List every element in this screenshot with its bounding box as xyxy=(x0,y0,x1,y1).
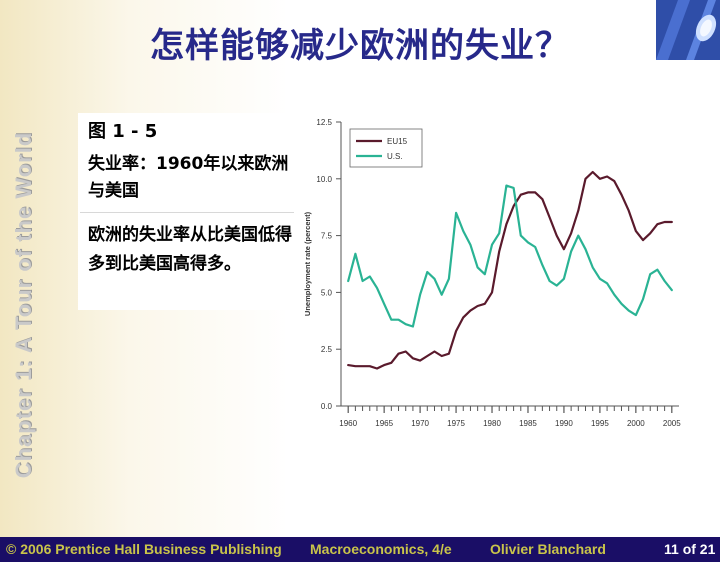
x-tick-label: 1975 xyxy=(447,419,465,428)
chart-panel: 0.0 2.5 5.0 7.5 10.0 12.5 1960 1965 1970 1975 1980… xyxy=(294,112,695,434)
y-tick-label: 2.5 xyxy=(321,345,333,354)
figure-number: 图 1 - 5 xyxy=(88,121,158,142)
y-axis-title: Unemployment rate (percent) xyxy=(303,211,312,316)
footer-bar: © 2006 Prentice Hall Business Publishing… xyxy=(0,537,720,562)
chapter-side-label: Chapter 1: A Tour of the World xyxy=(11,131,36,479)
corner-logo xyxy=(656,0,720,60)
slide-title: 怎样能够减少欧洲的失业？ xyxy=(150,26,570,66)
x-tick-label: 2005 xyxy=(663,419,681,428)
footer-book: Macroeconomics, 4/e xyxy=(310,541,452,557)
footer-author: Olivier Blanchard xyxy=(490,541,606,557)
y-tick-label: 0.0 xyxy=(321,402,333,411)
y-tick-label: 7.5 xyxy=(321,232,333,241)
x-tick-label: 1965 xyxy=(375,419,393,428)
legend-label: EU15 xyxy=(387,137,408,146)
x-tick-label: 1980 xyxy=(483,419,501,428)
legend-box xyxy=(349,128,423,168)
x-tick-label: 1970 xyxy=(411,419,429,428)
figure-caption-box xyxy=(78,113,294,310)
caption-divider xyxy=(80,212,294,213)
x-tick-label: 1990 xyxy=(555,419,573,428)
series-line-us xyxy=(347,184,673,328)
y-tick-label: 10.0 xyxy=(316,175,332,184)
x-tick-label: 1985 xyxy=(519,419,537,428)
y-tick-label: 5.0 xyxy=(321,288,333,297)
legend-label: U.S. xyxy=(387,152,403,161)
footer-page-number: 11 of 21 xyxy=(664,541,716,557)
figure-description: 欧洲的失业率从比美国低得多到比美国高得多。 xyxy=(88,225,292,274)
series-line-eu15 xyxy=(347,170,673,370)
footer-copyright: © 2006 Prentice Hall Business Publishing xyxy=(6,541,282,557)
unemployment-chart: 0.0 2.5 5.0 7.5 10.0 12.5 1960 1965 1970 1975 1980… xyxy=(303,118,681,428)
x-tick-label: 2000 xyxy=(627,419,645,428)
x-tick-label: 1960 xyxy=(339,419,357,428)
figure-subtitle: 失业率：1960年以来欧洲与美国 xyxy=(88,154,289,201)
x-tick-label: 1995 xyxy=(591,419,609,428)
y-tick-label: 12.5 xyxy=(316,118,332,127)
